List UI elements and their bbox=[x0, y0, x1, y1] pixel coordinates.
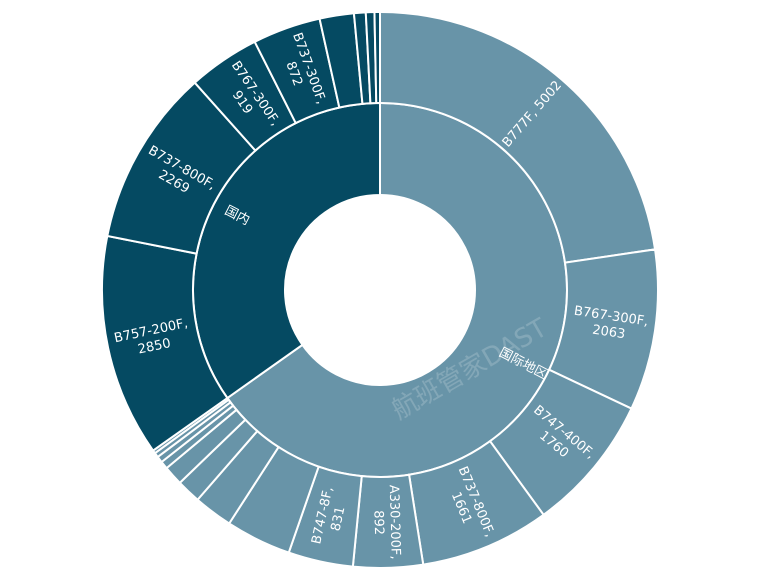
label-line: 831 bbox=[328, 505, 348, 532]
segment bbox=[373, 10, 381, 105]
label-line: A330-200F, bbox=[386, 485, 403, 560]
segment bbox=[379, 10, 657, 264]
label-line: 2850 bbox=[137, 336, 172, 358]
label-line: 892 bbox=[371, 510, 387, 535]
label-line: 2063 bbox=[591, 322, 626, 342]
segment-label: A330-200F,892 bbox=[370, 485, 403, 561]
